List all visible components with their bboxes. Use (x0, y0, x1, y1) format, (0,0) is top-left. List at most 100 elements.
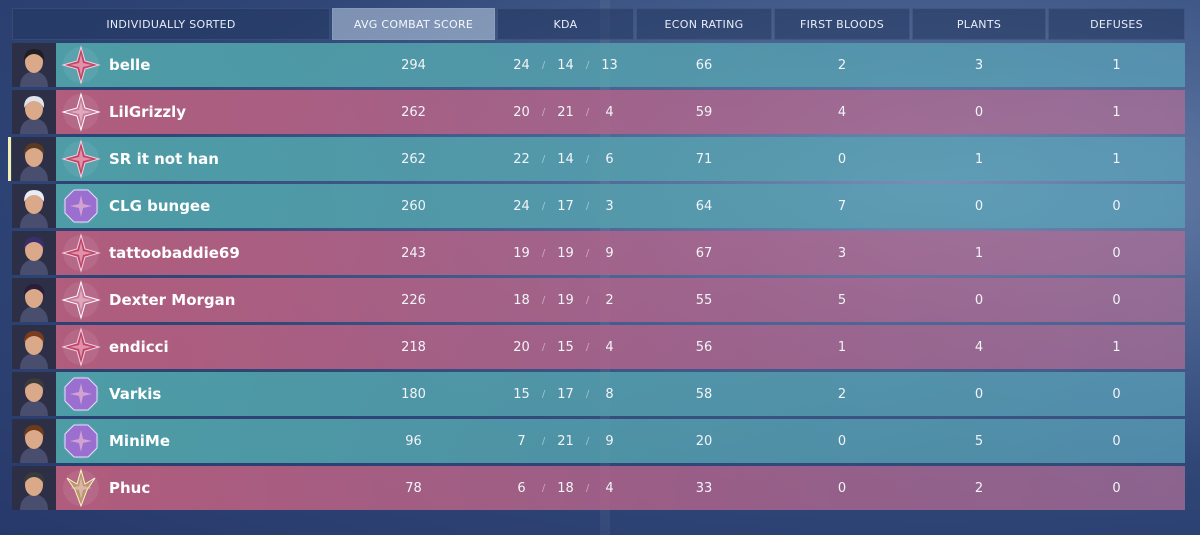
plants-value: 1 (974, 245, 984, 261)
rank-immortal-icon (61, 233, 101, 273)
player-row-5[interactable]: tattoobaddie69 243 19 / 19 / 9 67 3 1 0 (12, 231, 1185, 275)
kda-value: 20 / 21 / 4 (497, 90, 634, 134)
kda-separator: / (541, 106, 546, 118)
first-bloods-value: 0 (837, 151, 847, 167)
player-name[interactable]: CLG bungee (109, 197, 211, 215)
kda-value: 22 / 14 / 6 (497, 137, 634, 181)
kda-value: 24 / 14 / 13 (497, 43, 634, 87)
plants-value: 3 (974, 57, 984, 73)
plants-value: 1 (974, 151, 984, 167)
agent-portrait-icon (12, 325, 56, 369)
header-avg-combat-score[interactable]: AVG COMBAT SCORE (332, 8, 495, 40)
player-name[interactable]: MiniMe (109, 432, 170, 450)
player-row-6[interactable]: Dexter Morgan 226 18 / 19 / 2 55 5 0 0 (12, 278, 1185, 322)
kda-separator: / (541, 341, 546, 353)
player-name[interactable]: tattoobaddie69 (109, 244, 240, 262)
kda-separator: / (585, 388, 590, 400)
kda-separator: / (541, 153, 546, 165)
kills-value: 7 (517, 433, 526, 449)
first-bloods-value: 4 (837, 104, 847, 120)
player-row-10[interactable]: Phuc 78 6 / 18 / 4 33 0 2 0 (12, 466, 1185, 510)
kda-separator: / (585, 341, 590, 353)
agent-portrait-icon (12, 231, 56, 275)
kda-value: 24 / 17 / 3 (497, 184, 634, 228)
kills-value: 24 (513, 57, 530, 73)
defuses-value: 0 (1112, 433, 1121, 449)
header-plants[interactable]: PLANTS (912, 8, 1046, 40)
kills-value: 6 (517, 480, 526, 496)
first-bloods-value: 2 (837, 386, 847, 402)
first-bloods-value: 5 (837, 292, 847, 308)
econ-value: 55 (695, 292, 713, 308)
player-row-2[interactable]: LilGrizzly 262 20 / 21 / 4 59 4 0 1 (12, 90, 1185, 134)
header-kda[interactable]: KDA (497, 8, 634, 40)
defuses-value: 0 (1112, 292, 1121, 308)
acs-value: 96 (405, 433, 422, 449)
player-name[interactable]: LilGrizzly (109, 103, 187, 121)
rank-immortal-icon (61, 45, 101, 85)
kills-value: 20 (513, 339, 530, 355)
player-name[interactable]: Phuc (109, 479, 151, 497)
plants-value: 0 (974, 198, 984, 214)
assists-value: 4 (605, 339, 614, 355)
rank-diamond-icon (61, 374, 101, 414)
first-bloods-value: 0 (837, 480, 847, 496)
kills-value: 19 (513, 245, 530, 261)
deaths-value: 17 (557, 198, 574, 214)
kills-value: 18 (513, 292, 530, 308)
kda-separator: / (585, 106, 590, 118)
kda-separator: / (585, 247, 590, 259)
defuses-value: 1 (1112, 57, 1121, 73)
header-individually-sorted[interactable]: INDIVIDUALLY SORTED (12, 8, 330, 40)
player-row-8[interactable]: Varkis 180 15 / 17 / 8 58 2 0 0 (12, 372, 1185, 416)
econ-value: 71 (695, 151, 713, 167)
player-row-9[interactable]: MiniMe 96 7 / 21 / 9 20 0 5 0 (12, 419, 1185, 463)
econ-value: 58 (695, 386, 713, 402)
deaths-value: 19 (557, 292, 574, 308)
assists-value: 4 (605, 480, 614, 496)
kda-value: 7 / 21 / 9 (497, 419, 634, 463)
defuses-value: 1 (1112, 339, 1121, 355)
econ-value: 33 (695, 480, 713, 496)
player-row-3[interactable]: SR it not han 262 22 / 14 / 6 71 0 1 1 (8, 137, 1185, 181)
player-name[interactable]: SR it not han (109, 150, 219, 168)
header-defuses[interactable]: DEFUSES (1048, 8, 1185, 40)
first-bloods-value: 7 (837, 198, 847, 214)
acs-value: 294 (401, 57, 426, 73)
first-bloods-value: 0 (837, 433, 847, 449)
player-name[interactable]: Varkis (109, 385, 162, 403)
assists-value: 4 (605, 104, 614, 120)
player-row-4[interactable]: CLG bungee 260 24 / 17 / 3 64 7 0 0 (12, 184, 1185, 228)
agent-portrait-icon (12, 419, 56, 463)
plants-value: 0 (974, 292, 984, 308)
acs-value: 226 (401, 292, 426, 308)
kda-value: 18 / 19 / 2 (497, 278, 634, 322)
player-row-1[interactable]: belle 294 24 / 14 / 13 66 2 3 1 (12, 43, 1185, 87)
acs-value: 218 (401, 339, 426, 355)
player-name[interactable]: endicci (109, 338, 169, 356)
header-first-bloods[interactable]: FIRST BLOODS (774, 8, 910, 40)
acs-value: 243 (401, 245, 426, 261)
header-econ-rating[interactable]: ECON RATING (636, 8, 772, 40)
kda-value: 19 / 19 / 9 (497, 231, 634, 275)
assists-value: 2 (605, 292, 614, 308)
kda-separator: / (585, 153, 590, 165)
acs-value: 262 (401, 104, 426, 120)
player-name[interactable]: Dexter Morgan (109, 291, 236, 309)
kda-separator: / (585, 435, 590, 447)
econ-value: 66 (695, 57, 713, 73)
kills-value: 24 (513, 198, 530, 214)
rank-ascendant-icon (61, 280, 101, 320)
kda-separator: / (585, 59, 590, 71)
kda-separator: / (541, 59, 546, 71)
kda-value: 15 / 17 / 8 (497, 372, 634, 416)
plants-value: 0 (974, 386, 984, 402)
player-row-7[interactable]: endicci 218 20 / 15 / 4 56 1 4 1 (12, 325, 1185, 369)
kda-separator: / (541, 482, 546, 494)
player-name[interactable]: belle (109, 56, 151, 74)
rank-ascendant-icon (61, 92, 101, 132)
econ-value: 59 (695, 104, 713, 120)
kda-separator: / (541, 388, 546, 400)
deaths-value: 15 (557, 339, 574, 355)
rank-diamond-icon (61, 421, 101, 461)
